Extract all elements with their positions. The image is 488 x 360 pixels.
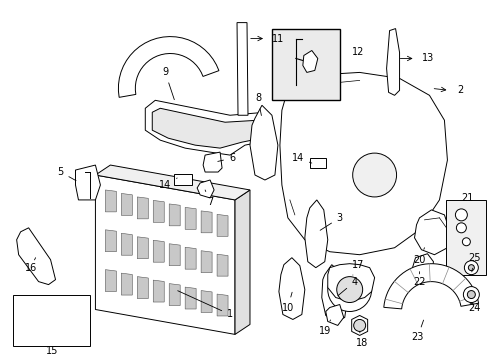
Text: 6: 6 — [217, 153, 235, 163]
Polygon shape — [217, 294, 227, 316]
Text: 4: 4 — [337, 276, 357, 296]
Text: 18: 18 — [355, 332, 367, 348]
Polygon shape — [327, 264, 374, 302]
Polygon shape — [118, 37, 219, 97]
Polygon shape — [105, 230, 116, 252]
Polygon shape — [217, 254, 227, 276]
Polygon shape — [121, 233, 132, 255]
Polygon shape — [145, 100, 269, 155]
Bar — [271, 28, 339, 100]
Polygon shape — [153, 280, 164, 302]
Text: 16: 16 — [24, 258, 37, 273]
Text: 7: 7 — [204, 190, 213, 207]
Text: 1: 1 — [177, 291, 233, 319]
Text: 9: 9 — [162, 67, 174, 100]
Text: 14: 14 — [291, 153, 311, 163]
Circle shape — [336, 276, 362, 302]
Text: 20: 20 — [412, 248, 425, 265]
Polygon shape — [237, 23, 247, 115]
Polygon shape — [17, 228, 56, 285]
Polygon shape — [152, 108, 262, 148]
Circle shape — [352, 153, 396, 197]
Circle shape — [327, 268, 371, 311]
Polygon shape — [412, 254, 432, 278]
Polygon shape — [169, 284, 180, 306]
Text: 12: 12 — [351, 48, 364, 58]
Polygon shape — [414, 210, 448, 255]
Polygon shape — [121, 193, 132, 215]
Polygon shape — [185, 287, 196, 309]
Circle shape — [353, 319, 365, 332]
Circle shape — [468, 265, 473, 271]
Polygon shape — [153, 201, 164, 222]
Text: 24: 24 — [467, 302, 480, 312]
Text: 11: 11 — [271, 33, 284, 44]
Polygon shape — [203, 152, 222, 172]
Polygon shape — [137, 237, 148, 259]
Polygon shape — [201, 211, 212, 233]
Text: 15: 15 — [46, 346, 59, 356]
Text: 14: 14 — [159, 178, 177, 190]
Circle shape — [463, 287, 478, 302]
Polygon shape — [235, 190, 249, 334]
Polygon shape — [321, 265, 347, 321]
Polygon shape — [185, 247, 196, 269]
Bar — [309, 158, 325, 168]
Polygon shape — [386, 28, 399, 95]
Polygon shape — [185, 207, 196, 229]
Text: 25: 25 — [467, 253, 480, 272]
Polygon shape — [121, 273, 132, 295]
Polygon shape — [95, 165, 249, 200]
Polygon shape — [302, 50, 317, 72]
Bar — [446, 200, 486, 275]
Polygon shape — [279, 72, 447, 255]
Text: 2: 2 — [456, 85, 463, 95]
Circle shape — [464, 261, 477, 275]
Text: 17: 17 — [351, 260, 363, 275]
Text: 5: 5 — [57, 167, 76, 181]
Polygon shape — [169, 244, 180, 266]
Polygon shape — [201, 291, 212, 312]
Polygon shape — [95, 175, 235, 334]
Text: 10: 10 — [281, 292, 293, 312]
Circle shape — [455, 223, 466, 233]
Circle shape — [454, 209, 467, 221]
Polygon shape — [105, 270, 116, 292]
Bar — [174, 174, 192, 185]
Polygon shape — [304, 200, 327, 268]
Text: 21: 21 — [460, 193, 472, 203]
Text: 8: 8 — [254, 93, 261, 116]
Polygon shape — [197, 180, 214, 198]
Polygon shape — [169, 204, 180, 226]
Circle shape — [462, 238, 469, 246]
Polygon shape — [278, 258, 304, 319]
Circle shape — [467, 291, 474, 298]
Polygon shape — [153, 240, 164, 262]
Polygon shape — [75, 165, 100, 200]
Text: 3: 3 — [320, 213, 342, 230]
Text: 22: 22 — [412, 272, 425, 287]
Bar — [13, 294, 90, 346]
Polygon shape — [383, 264, 478, 309]
Polygon shape — [105, 190, 116, 212]
Polygon shape — [137, 197, 148, 219]
Polygon shape — [325, 305, 343, 325]
Polygon shape — [201, 251, 212, 273]
Polygon shape — [351, 315, 367, 336]
Polygon shape — [217, 214, 227, 236]
Text: 13: 13 — [421, 54, 433, 63]
Polygon shape — [137, 276, 148, 298]
Text: 19: 19 — [318, 320, 330, 336]
Polygon shape — [249, 105, 277, 180]
Text: 23: 23 — [410, 320, 423, 342]
